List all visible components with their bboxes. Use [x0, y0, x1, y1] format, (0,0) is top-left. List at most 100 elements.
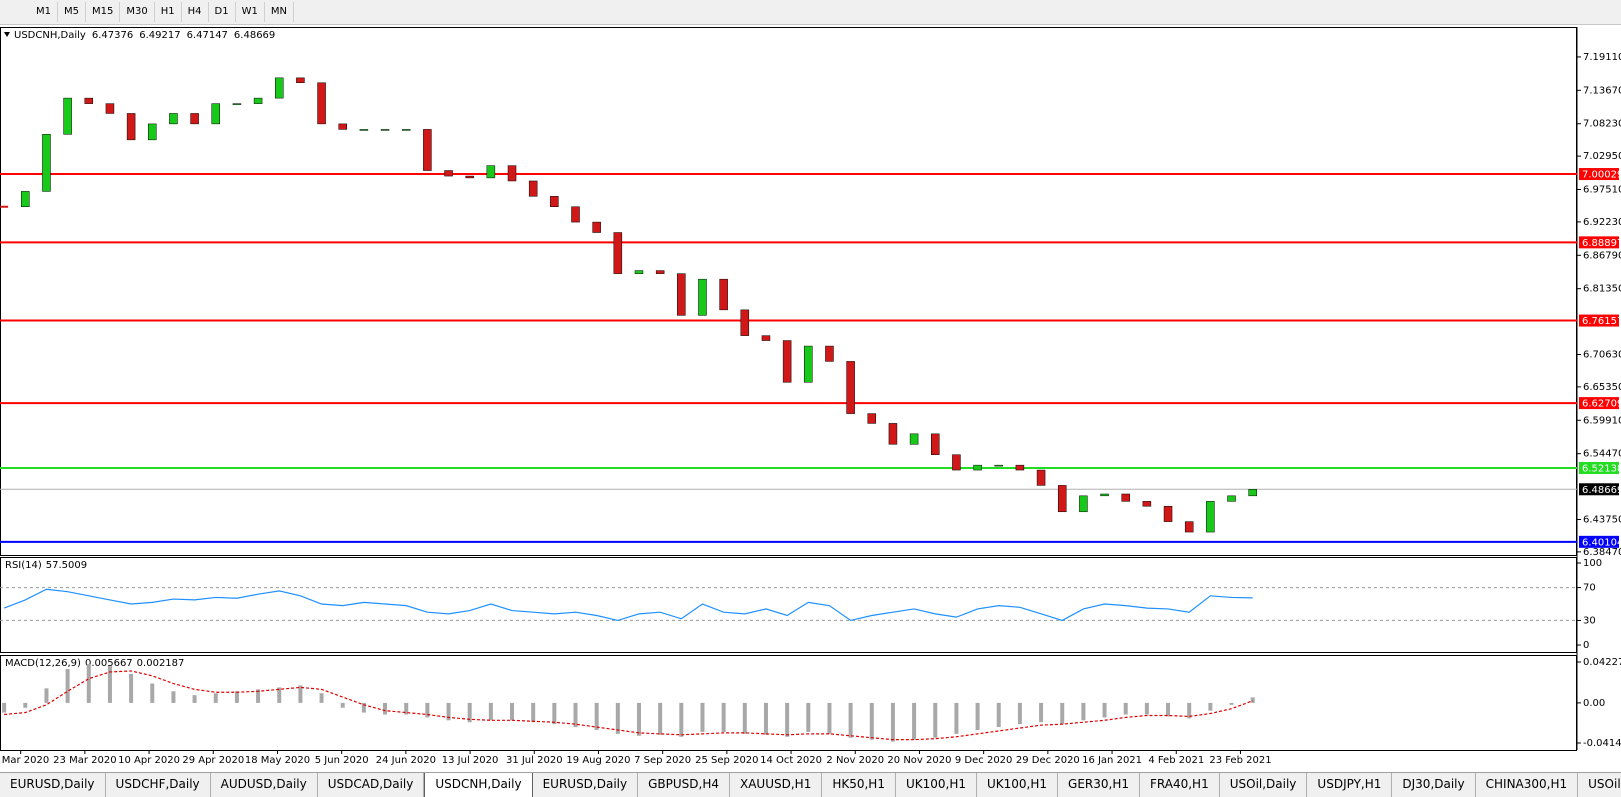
macd-bar — [658, 702, 663, 735]
y-tick-label: 6.38470 — [1583, 547, 1621, 558]
current-price-box — [1579, 483, 1619, 496]
y-tick-label: 0.042275 — [1583, 657, 1621, 668]
macd-bar — [404, 702, 409, 715]
x-tick-label: 24 Jun 2020 — [376, 755, 436, 766]
price-bar — [528, 180, 538, 197]
macd-bar — [763, 702, 768, 735]
price-bar — [994, 464, 1003, 467]
chart-tab[interactable]: XAUUSD,H1 — [730, 773, 823, 797]
macd-bar — [636, 702, 641, 736]
ohlc-value: 6.47147 — [187, 30, 228, 41]
chart-tab[interactable]: GBPUSD,H4 — [638, 773, 730, 797]
price-bar — [1248, 489, 1257, 497]
price-bar — [804, 345, 813, 383]
timeframe-button[interactable]: M15 — [86, 2, 121, 22]
macd-bar — [150, 683, 155, 703]
chart-tab[interactable]: AUDUSD,Daily — [211, 773, 318, 797]
timeframe-button[interactable]: D1 — [209, 2, 236, 22]
timeframe-button[interactable]: M1 — [30, 2, 58, 22]
price-bar — [677, 273, 686, 316]
level-label: 6.52138 — [1582, 463, 1621, 474]
macd-bar — [1187, 702, 1192, 719]
chart-tab[interactable]: USDCNH,Daily — [424, 773, 533, 797]
macd-bar — [1123, 702, 1128, 715]
level-label: 6.88897 — [1582, 238, 1621, 249]
price-bar — [190, 113, 199, 125]
chart-tab[interactable]: USOil,Daily — [1220, 773, 1308, 797]
ohlc-value: 6.48669 — [234, 30, 275, 41]
level-label-box — [1579, 535, 1619, 548]
price-bar — [909, 433, 919, 445]
price-bar — [1227, 495, 1236, 502]
x-tick-label: 23 Mar 2020 — [53, 755, 116, 766]
timeframe-button[interactable]: M30 — [120, 2, 155, 22]
y-tick-label: 6.70630 — [1583, 349, 1621, 360]
chart-tab[interactable]: USDCAD,Daily — [318, 773, 425, 797]
y-tick-label: 7.13670 — [1583, 85, 1621, 96]
chart-tab[interactable]: USDCHF,Daily — [106, 773, 211, 797]
level-label: 6.62709 — [1582, 399, 1621, 410]
chart-tab[interactable]: USOil, — [1578, 773, 1621, 797]
price-bar — [613, 232, 623, 274]
price-bar — [952, 454, 961, 471]
chart-tab[interactable]: CHINA300,H1 — [1476, 773, 1579, 797]
x-tick-label: 16 Jan 2021 — [1082, 755, 1142, 766]
price-bar — [931, 433, 940, 455]
price-bar — [973, 464, 982, 471]
price-bar — [338, 123, 347, 130]
macd-bar — [234, 691, 239, 703]
x-tick-label: 4 Feb 2021 — [1148, 755, 1204, 766]
chart-tab[interactable]: UK100,H1 — [977, 773, 1059, 797]
chart-tab[interactable]: EURUSD,Daily — [0, 773, 106, 797]
level-label-box — [1579, 461, 1619, 474]
price-bar — [1121, 493, 1130, 502]
price-bar — [1163, 506, 1173, 522]
timeframe-button[interactable]: H4 — [182, 2, 209, 22]
chart-tab[interactable]: FRA40,H1 — [1140, 773, 1220, 797]
price-bar — [423, 129, 432, 171]
chart-tab[interactable]: USDJPY,H1 — [1307, 773, 1393, 797]
x-tick-label: 9 Dec 2020 — [955, 755, 1013, 766]
y-tick-label: 30 — [1583, 615, 1596, 626]
macd-bar — [1017, 702, 1022, 725]
x-tick-label: 23 Feb 2021 — [1209, 755, 1271, 766]
macd-bar — [679, 702, 684, 737]
macd-bar — [721, 702, 726, 732]
chart-header: USDCNH,Daily 6.47376 6.49217 6.47147 6.48669 — [14, 30, 275, 41]
price-bar — [126, 113, 136, 141]
y-tick-label: 7.19110 — [1583, 52, 1621, 63]
macd-label: MACD(12,26,9) — [5, 658, 81, 669]
x-tick-label: 2 Nov 2020 — [826, 755, 884, 766]
chart-tab[interactable]: UK100,H1 — [896, 773, 977, 797]
y-tick-label: 0 — [1583, 640, 1589, 651]
chart: 7.19110 7.13670 7.08230 7.02950 6.97510 6.922… — [0, 27, 1621, 766]
price-bar — [296, 77, 305, 84]
macd-bar — [1144, 702, 1149, 715]
y-tick-label: 6.86790 — [1583, 250, 1621, 261]
x-tick-label: 5 Jun 2020 — [315, 755, 369, 766]
price-bar — [105, 103, 115, 114]
chart-tab[interactable]: HK50,H1 — [822, 773, 896, 797]
chart-tabs: EURUSD,Daily USDCHF,Daily AUDUSD,Daily USDC… — [0, 772, 1621, 797]
macd-bar — [1081, 702, 1086, 721]
price-bar — [846, 361, 855, 414]
timeframe-button[interactable]: M5 — [58, 2, 86, 22]
ohlc-value: 6.49217 — [139, 30, 180, 41]
macd-bar — [552, 702, 557, 725]
chart-tab[interactable]: GER30,H1 — [1058, 773, 1140, 797]
timeframe-button[interactable]: MN — [265, 2, 294, 22]
macd-bar — [996, 702, 1001, 728]
macd-bar — [615, 702, 620, 734]
chart-tab[interactable]: DJ30,Daily — [1392, 773, 1476, 797]
macd-main: 0.005667 — [85, 658, 133, 669]
chart-tab[interactable]: EURUSD,Daily — [533, 773, 639, 797]
price-bar — [888, 423, 898, 445]
macd-bar — [869, 702, 874, 740]
timeframe-button[interactable]: H1 — [155, 2, 182, 22]
timeframe-button[interactable]: W1 — [236, 2, 265, 22]
price-bar — [317, 82, 326, 125]
price-bar — [401, 129, 411, 131]
price-bar — [63, 97, 72, 135]
level-label-box — [1579, 397, 1619, 410]
